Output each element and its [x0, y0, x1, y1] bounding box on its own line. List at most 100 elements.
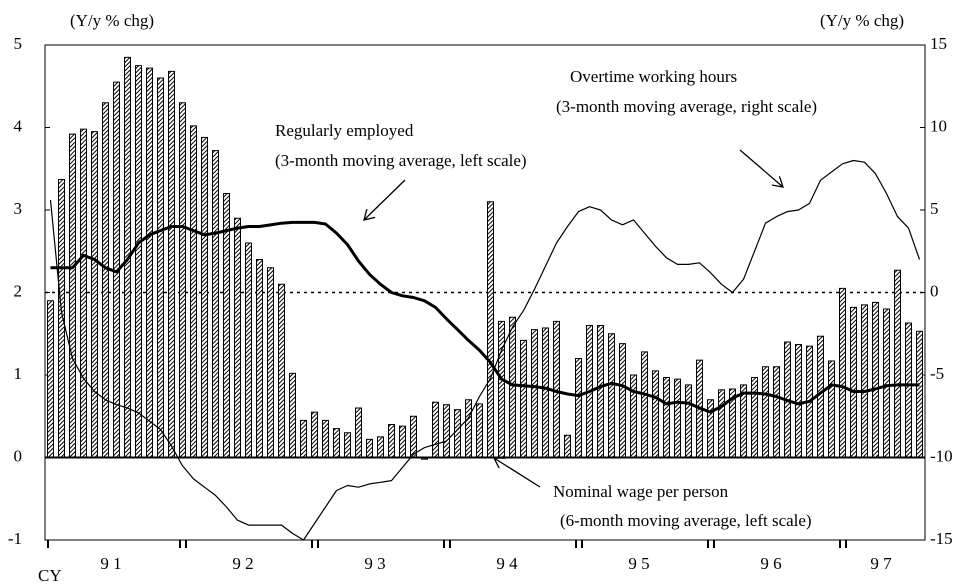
bar: [718, 389, 725, 459]
bar: [795, 343, 802, 459]
bar: [839, 287, 846, 458]
bar: [300, 419, 307, 458]
bar: [630, 374, 637, 458]
y-tick-label: 2: [14, 281, 23, 300]
bar: [883, 308, 890, 458]
bar: [685, 384, 692, 458]
y-tick-label: 0: [14, 446, 23, 465]
y2-tick-label: -15: [930, 529, 953, 548]
bar: [498, 320, 505, 458]
bar: [762, 366, 769, 458]
y2-tick-label: 10: [930, 116, 947, 135]
annotation: Overtime working hours: [570, 67, 737, 86]
annotation: Regularly employed: [275, 121, 414, 140]
bar: [707, 399, 714, 458]
y2-tick-label: 0: [930, 281, 939, 300]
y-tick-label: 3: [14, 199, 23, 218]
bar: [267, 267, 274, 458]
y2-tick-label: 15: [930, 34, 947, 53]
bar: [146, 67, 153, 458]
bar: [542, 327, 549, 458]
arrow: [364, 179, 406, 220]
bar: [531, 329, 538, 458]
x-group-label: 9 1: [100, 554, 121, 573]
bar: [278, 283, 285, 458]
bar: [322, 419, 329, 458]
bar: [410, 415, 417, 458]
bar: [861, 304, 868, 458]
bar: [256, 259, 263, 458]
bar: [91, 131, 98, 458]
bar: [223, 193, 230, 458]
bar: [179, 102, 186, 458]
bar: [399, 425, 406, 458]
x-group-label: 9 3: [364, 554, 385, 573]
y2-tick-label: -5: [930, 364, 944, 383]
arrow: [739, 149, 783, 187]
bar: [102, 102, 109, 458]
bar: [850, 306, 857, 458]
bar: [47, 300, 54, 458]
bar: [916, 330, 923, 458]
bar: [289, 372, 296, 459]
annotation: (3-month moving average, right scale): [556, 97, 817, 116]
y2-unit-label: (Y/y % chg): [820, 11, 904, 30]
bar: [773, 366, 780, 458]
bar: [190, 125, 197, 458]
y-tick-label: 5: [14, 34, 23, 53]
bar: [58, 178, 65, 458]
bar: [751, 376, 758, 459]
x-group-label: 9 5: [628, 554, 649, 573]
bar: [377, 436, 384, 458]
x-group-label: 9 4: [496, 554, 518, 573]
x-group-label: 9 7: [870, 554, 892, 573]
bar: [69, 133, 76, 458]
bar: [344, 432, 351, 458]
bar: [652, 370, 659, 458]
y-unit-label: (Y/y % chg): [70, 11, 154, 30]
bar: [245, 242, 252, 458]
y-tick-label: 1: [14, 364, 23, 383]
bar: [663, 376, 670, 459]
arrow: [494, 458, 541, 488]
bar: [311, 411, 318, 458]
bar: [575, 358, 582, 458]
annotation: Nominal wage per person: [553, 482, 729, 501]
bar: [157, 77, 164, 458]
bar: [212, 150, 219, 458]
y2-tick-label: -10: [930, 446, 953, 465]
bar: [201, 136, 208, 458]
plot-area: [44, 44, 926, 541]
bar: [817, 335, 824, 459]
bar: [388, 424, 395, 458]
bar: [828, 360, 835, 459]
x-group-label: 9 2: [232, 554, 253, 573]
bar: [520, 339, 527, 459]
bar: [894, 269, 901, 458]
bar: [872, 301, 879, 458]
x-axis-label: CY: [38, 566, 62, 584]
bar: [740, 384, 747, 458]
line: [49, 159, 921, 541]
y-tick-label: 4: [14, 116, 23, 135]
bar: [234, 217, 241, 458]
bar: [443, 404, 450, 459]
bar: [641, 351, 648, 458]
bar: [333, 428, 340, 458]
y-tick-label: -1: [8, 529, 22, 548]
bar: [355, 407, 362, 458]
bar: [432, 401, 439, 459]
bar: [476, 403, 483, 458]
bar: [564, 434, 571, 459]
bar: [619, 343, 626, 458]
annotation: (6-month moving average, left scale): [560, 511, 812, 530]
x-group-label: 9 6: [760, 554, 781, 573]
bar: [905, 322, 912, 458]
bar: [597, 325, 604, 458]
bar: [454, 409, 461, 458]
bar: [168, 70, 175, 459]
line: [50, 220, 920, 414]
bar: [465, 399, 472, 458]
bar: [80, 128, 87, 458]
